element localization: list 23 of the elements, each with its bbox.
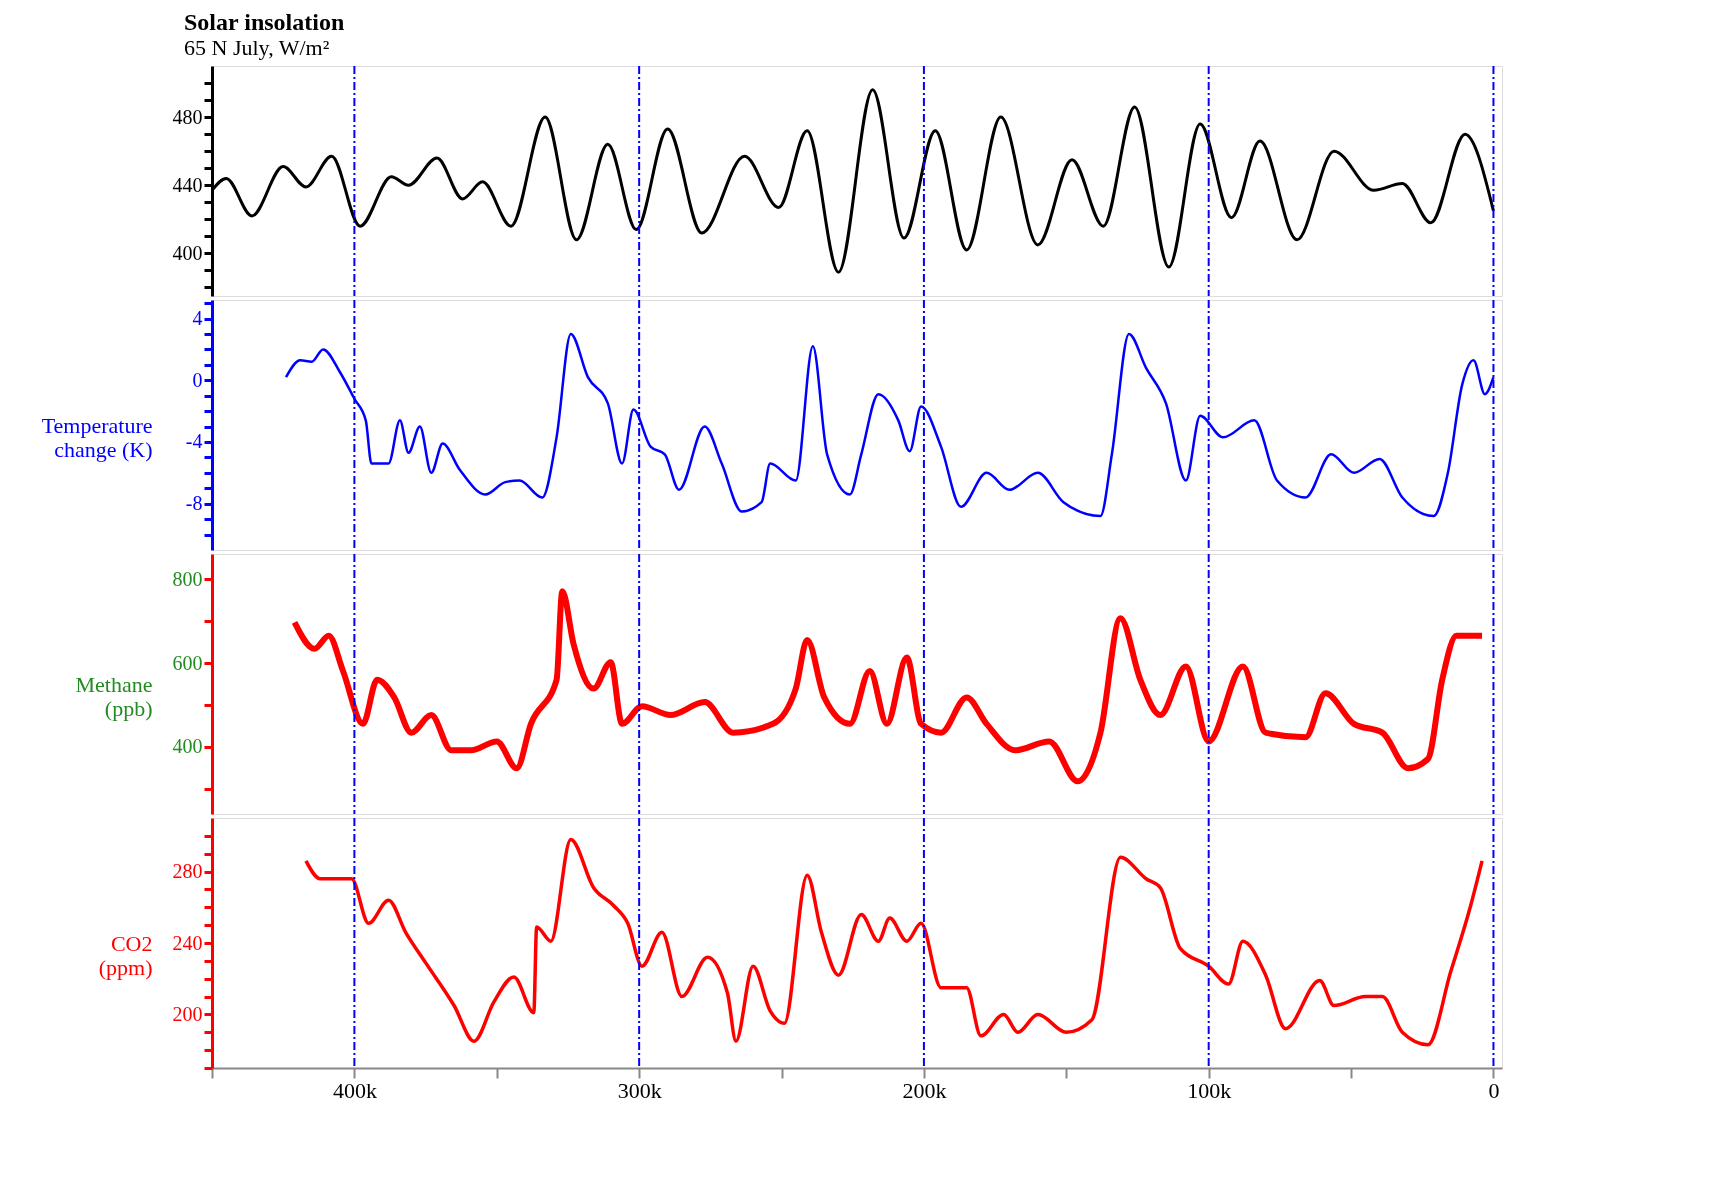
y-axis-title: Methane (ppb) [75,671,153,721]
y-tick-label: 200 [172,1002,203,1025]
x-tick-label: 400k [332,1077,377,1103]
y-tick-label: 4 [192,307,203,330]
y-tick-label: 400 [172,735,203,758]
y-tick-label: 280 [172,860,203,883]
y-tick-label: -8 [185,492,203,515]
y-tick-label: 0 [192,368,203,391]
x-tick-label: 0 [1488,1077,1500,1103]
x-tick-label: 100k [1187,1077,1232,1103]
x-tick-label: 200k [902,1077,947,1103]
y-tick-label: 800 [172,567,203,590]
y-tick-label: -4 [185,430,203,453]
y-axis-title: Temperature change (K) [41,412,153,462]
chart-subtitle: 65 N July, W/m² [184,35,330,60]
y-tick-label: 400 [172,241,203,264]
chart-title: Solar insolation [184,9,345,35]
y-tick-label: 600 [172,651,203,674]
y-axis-title: CO2 (ppm) [98,930,153,980]
y-tick-label: 480 [172,105,203,128]
y-tick-label: 440 [172,173,203,196]
y-tick-label: 240 [172,931,203,954]
x-tick-label: 300k [617,1077,662,1103]
